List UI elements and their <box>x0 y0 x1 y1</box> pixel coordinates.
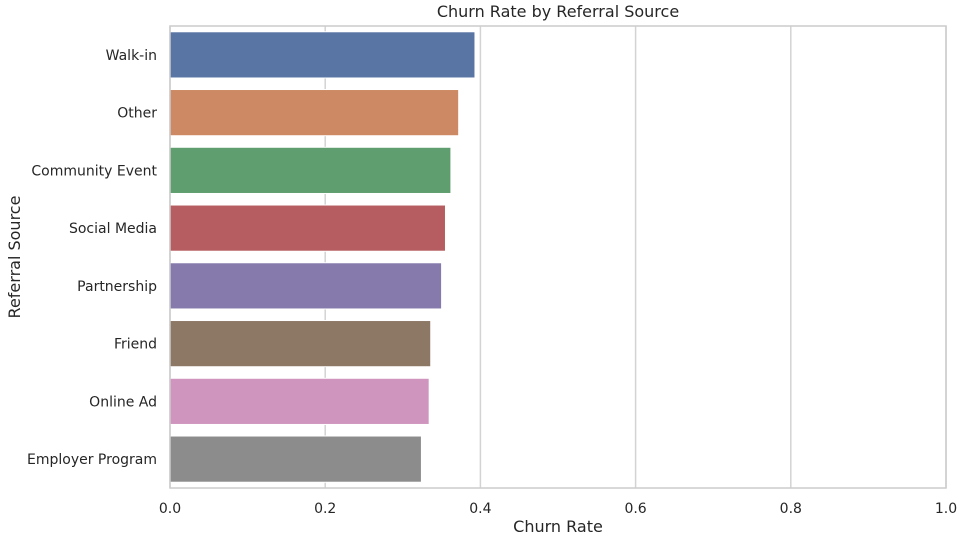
plot-frame <box>169 25 947 489</box>
y-tick-label: Employer Program <box>27 452 157 468</box>
x-tick-label: 0.6 <box>624 501 646 517</box>
y-axis-label: Referral Source <box>5 196 24 319</box>
bar-other <box>169 89 460 137</box>
x-tick-labels: 0.0 0.2 0.4 0.6 0.8 1.0 <box>159 501 957 517</box>
bar-social-media <box>169 204 446 252</box>
x-tick-label: 0.4 <box>469 501 491 517</box>
y-tick-label: Online Ad <box>89 394 157 410</box>
bars <box>169 31 476 483</box>
bar-partnership <box>169 262 443 310</box>
bar-walk-in <box>169 31 476 79</box>
y-tick-label: Community Event <box>31 163 157 179</box>
x-tick-label: 0.0 <box>159 501 181 517</box>
bar-online-ad <box>169 377 430 425</box>
x-tick-label: 0.2 <box>314 501 336 517</box>
bar-community-event <box>169 146 452 194</box>
x-tick-label: 0.8 <box>780 501 802 517</box>
y-tick-label: Partnership <box>77 279 157 295</box>
y-tick-label: Other <box>117 106 157 122</box>
bar-employer-program <box>169 435 422 483</box>
x-axis-label: Churn Rate <box>513 517 603 536</box>
chart-title: Churn Rate by Referral Source <box>437 2 679 21</box>
y-tick-label: Social Media <box>69 221 157 237</box>
y-tick-label: Walk-in <box>106 48 157 64</box>
y-tick-labels: Walk-in Other Community Event Social Media P… <box>27 48 158 468</box>
x-tick-label: 1.0 <box>935 501 957 517</box>
y-tick-label: Friend <box>114 337 157 353</box>
bar-friend <box>169 320 432 368</box>
